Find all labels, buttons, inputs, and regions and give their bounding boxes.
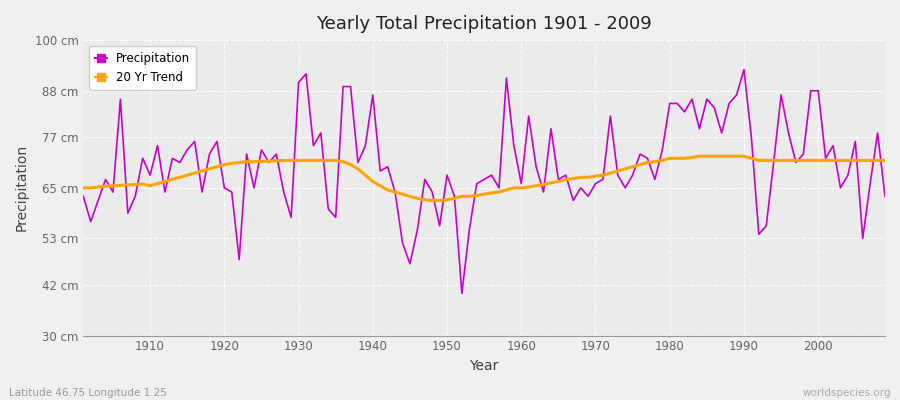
Precipitation	[78, 194, 89, 199]
Precipitation	[456, 291, 467, 296]
Title: Yearly Total Precipitation 1901 - 2009: Yearly Total Precipitation 1901 - 2009	[316, 15, 652, 33]
20 Yr Trend	[694, 154, 705, 158]
20 Yr Trend	[516, 186, 526, 190]
Precipitation	[523, 114, 534, 118]
Line: Precipitation: Precipitation	[84, 70, 885, 293]
20 Yr Trend	[879, 158, 890, 163]
Precipitation	[739, 67, 750, 72]
X-axis label: Year: Year	[470, 359, 499, 373]
20 Yr Trend	[523, 185, 534, 190]
20 Yr Trend	[612, 168, 623, 173]
20 Yr Trend	[301, 158, 311, 163]
Legend: Precipitation, 20 Yr Trend: Precipitation, 20 Yr Trend	[89, 46, 196, 90]
20 Yr Trend	[345, 162, 356, 167]
20 Yr Trend	[138, 182, 148, 186]
Precipitation	[879, 194, 890, 199]
Precipitation	[516, 181, 526, 186]
Text: worldspecies.org: worldspecies.org	[803, 388, 891, 398]
Precipitation	[345, 84, 356, 89]
Precipitation	[301, 72, 311, 76]
Text: Latitude 46.75 Longitude 1.25: Latitude 46.75 Longitude 1.25	[9, 388, 166, 398]
Precipitation	[612, 173, 623, 178]
Line: 20 Yr Trend: 20 Yr Trend	[84, 156, 885, 200]
Y-axis label: Precipitation: Precipitation	[15, 144, 29, 232]
20 Yr Trend	[78, 186, 89, 190]
20 Yr Trend	[427, 198, 437, 203]
Precipitation	[138, 156, 148, 161]
